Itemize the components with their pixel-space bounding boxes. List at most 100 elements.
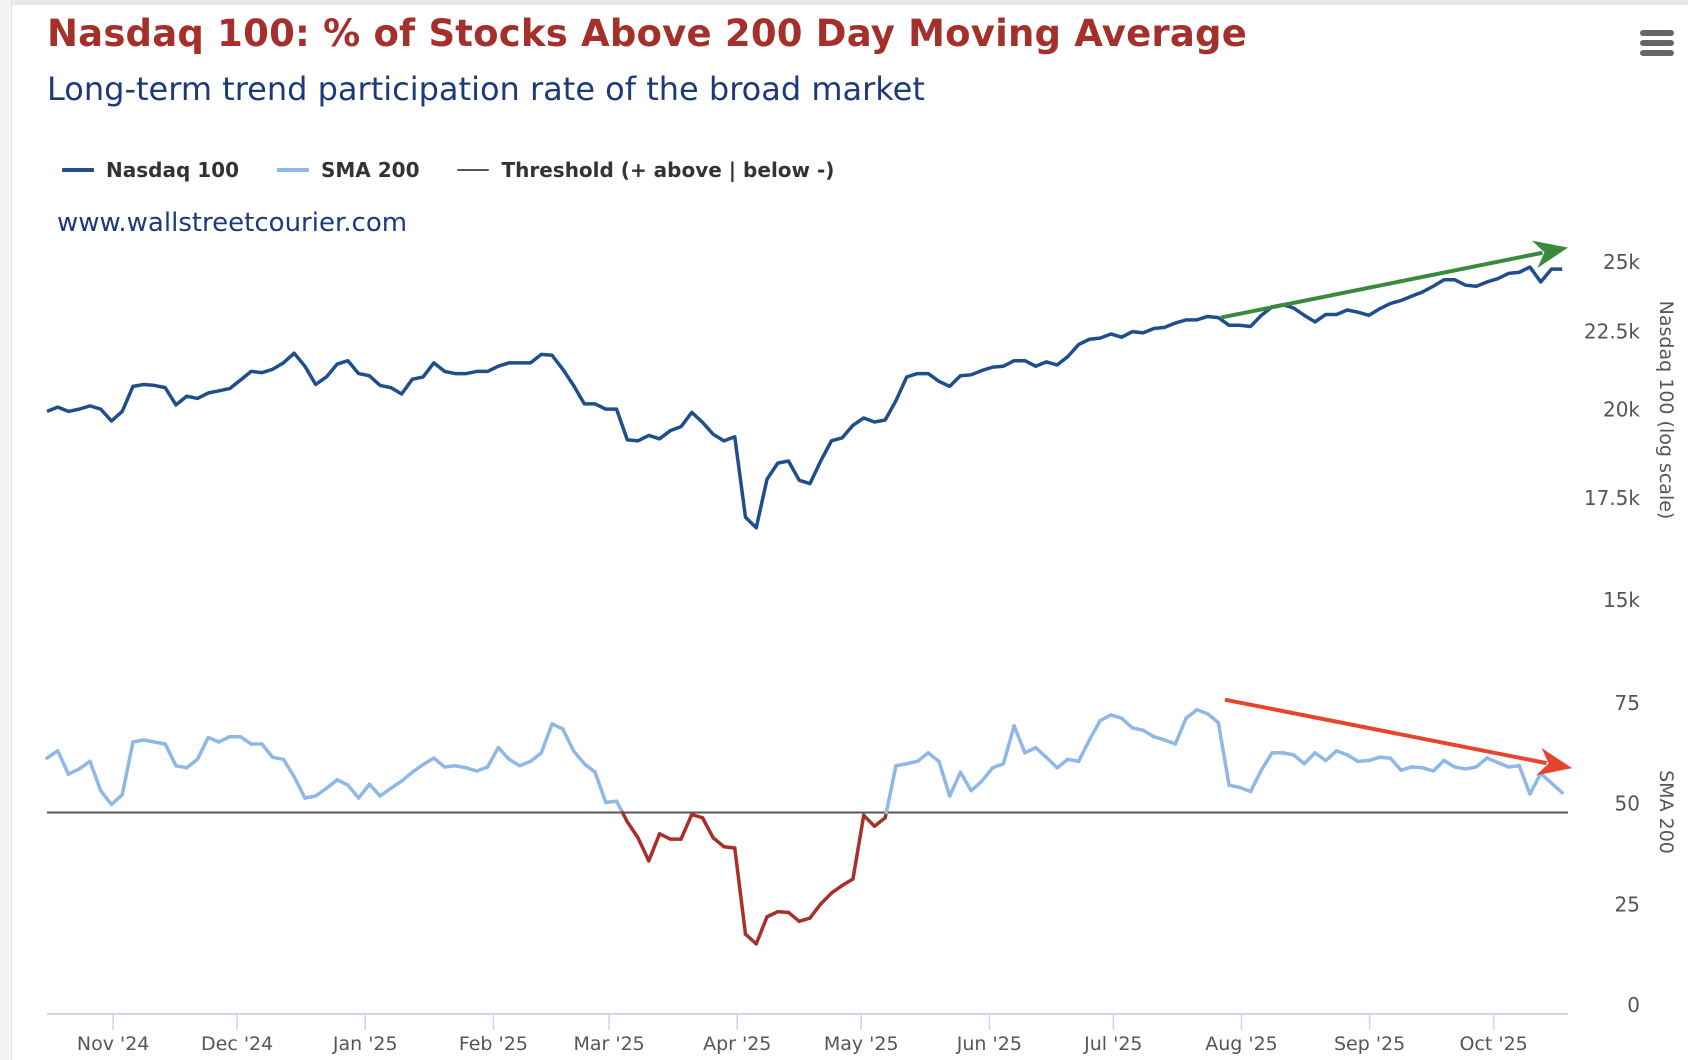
hamburger-menu-icon[interactable] — [1640, 30, 1676, 60]
sma-200-segment-below — [861, 813, 877, 828]
sma-200-segment-above — [174, 764, 189, 770]
sma-200-segment-above — [66, 767, 81, 776]
sma-200-segment-above — [1184, 707, 1199, 720]
sma-200-segment-below — [765, 909, 780, 919]
sma-200-segment-above — [1098, 713, 1113, 723]
sma-200-segment-below — [711, 836, 726, 849]
sma-200-segment-above — [1517, 764, 1532, 796]
sma-200-segment-above — [109, 793, 124, 807]
sma-200-segment-above — [1302, 751, 1317, 766]
sma-200-segment-below — [733, 846, 748, 936]
sma-200-segment-below — [743, 932, 758, 946]
y-tick-label-sma: 0 — [1627, 993, 1640, 1017]
watermark-url: www.wallstreetcourier.com — [57, 208, 408, 238]
sma-200-segment-above — [1345, 753, 1360, 764]
y-tick-label-nasdaq: 22.5k — [1584, 320, 1641, 344]
sma-200-segment-above — [120, 740, 135, 797]
sma-200-segment-above — [1055, 757, 1070, 770]
sma-200-segment-above — [281, 757, 296, 779]
sma-200-segment-above — [937, 759, 952, 798]
sma-200-segment-above — [990, 761, 1006, 770]
legend-swatch-nasdaq-100 — [62, 168, 94, 172]
sma-200-segment-above — [453, 764, 468, 770]
sma-200-segment-above — [582, 761, 597, 774]
sma-200-segment-below — [690, 812, 705, 820]
sma-200-segment-below — [700, 815, 716, 840]
sma-200-segment-above — [217, 734, 232, 744]
sma-200-segment-above — [389, 779, 404, 791]
sma-200-segment-below — [872, 815, 887, 828]
legend-item-sma-200[interactable]: SMA 200 — [276, 158, 419, 182]
sma-200-segment-above — [1474, 756, 1489, 769]
sma-200-segment-above — [1388, 756, 1403, 772]
sma-200-segment-above — [421, 756, 436, 767]
y-tick-label-nasdaq: 15k — [1603, 588, 1640, 612]
sma-200-segment-above — [561, 727, 576, 753]
menu-bar — [1640, 30, 1674, 36]
y-tick-label-sma: 75 — [1615, 691, 1640, 715]
sma-200-segment-above — [184, 757, 200, 770]
sma-200-segment-above — [1173, 716, 1188, 746]
sma-200-segment-above — [1334, 749, 1350, 757]
sma-200-segment-above — [1281, 751, 1296, 757]
sma-200-segment-below — [808, 902, 823, 920]
sma-200-segment-above — [1001, 724, 1016, 766]
sma-200-segment-above — [1463, 765, 1478, 771]
sma-200-segment-above — [1044, 755, 1059, 770]
sma-200-segment-above — [1109, 713, 1124, 720]
sma-200-segment-above — [1356, 758, 1371, 764]
down-trend-arrow-head — [1536, 747, 1573, 776]
sma-200-segment-above — [496, 745, 511, 762]
sma-200-segment-above — [1130, 726, 1145, 733]
sma-200-segment-above — [1324, 749, 1339, 763]
sma-200-segment-above — [1205, 712, 1221, 725]
sma-200-segment-above — [475, 765, 490, 773]
sma-200-segment-above — [1087, 718, 1102, 742]
sma-200-segment-above — [571, 749, 587, 766]
up-trend-arrow-head — [1531, 240, 1568, 269]
sma-200-segment-above — [1291, 753, 1307, 766]
sma-200-segment-above — [614, 799, 625, 815]
sma-200-segment-above — [1119, 716, 1135, 730]
nasdaq-100-line — [46, 265, 1563, 530]
legend-item-threshold[interactable]: Threshold (+ above | below -) — [457, 158, 834, 182]
sma-200-segment-above — [518, 759, 533, 768]
sma-200-segment-above — [894, 761, 909, 768]
sma-200-segment-below — [754, 915, 769, 946]
sma-200-segment-above — [141, 738, 157, 744]
top-border — [0, 0, 1688, 5]
legend-label: Threshold (+ above | below -) — [501, 158, 835, 182]
sma-200-segment-above — [1216, 720, 1231, 787]
sma-200-segment-above — [131, 738, 146, 744]
sma-200-segment-below — [851, 813, 866, 881]
x-tick-label: Feb '25 — [459, 1033, 528, 1055]
legend-item-nasdaq-100[interactable]: Nasdaq 100 — [62, 158, 239, 182]
sma-200-segment-above — [442, 764, 458, 769]
sma-200-segment-above — [1410, 765, 1425, 770]
sma-200-segment-above — [238, 734, 253, 746]
sma-200-segment-below — [636, 836, 651, 863]
y-tick-label-sma: 25 — [1615, 892, 1640, 916]
sma-200-segment-above — [292, 774, 307, 800]
sma-200-segment-above — [507, 757, 522, 768]
sma-200-segment-above — [1238, 785, 1253, 794]
sma-200-segment-above — [77, 759, 92, 771]
sma-200-segment-above — [313, 786, 329, 798]
sma-200-segment-above — [378, 786, 393, 798]
sma-200-segment-above — [260, 742, 275, 760]
x-tick-label: Dec '24 — [201, 1033, 273, 1055]
sma-200-segment-above — [335, 778, 350, 787]
legend-label: Nasdaq 100 — [106, 158, 239, 182]
sma-200-segment-above — [1528, 771, 1543, 796]
x-tick-label: Nov '24 — [77, 1033, 150, 1055]
sma-200-segment-above — [969, 779, 984, 793]
sma-200-segment-above — [399, 770, 415, 783]
sma-200-segment-above — [539, 722, 554, 755]
sma-200-segment-above — [346, 783, 361, 800]
x-tick-label: Jan '25 — [332, 1033, 398, 1055]
x-tick-label: Oct '25 — [1459, 1033, 1527, 1055]
sma-200-segment-above — [1248, 768, 1264, 794]
sma-200-segment-above — [1453, 765, 1468, 771]
sma-200-segment-above — [303, 794, 318, 800]
sma-200-segment-above — [45, 749, 60, 760]
